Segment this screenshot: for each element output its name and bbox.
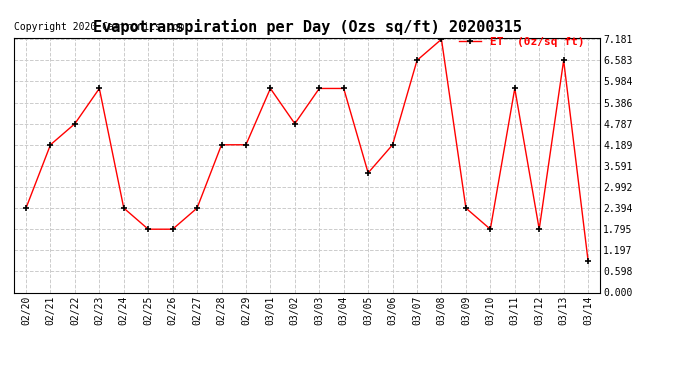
Legend: ET  (0z/sq ft): ET (0z/sq ft) [454,32,589,51]
Title: Evapotranspiration per Day (Ozs sq/ft) 20200315: Evapotranspiration per Day (Ozs sq/ft) 2… [92,19,522,35]
Text: Copyright 2020 Cartronics.com: Copyright 2020 Cartronics.com [14,22,184,32]
